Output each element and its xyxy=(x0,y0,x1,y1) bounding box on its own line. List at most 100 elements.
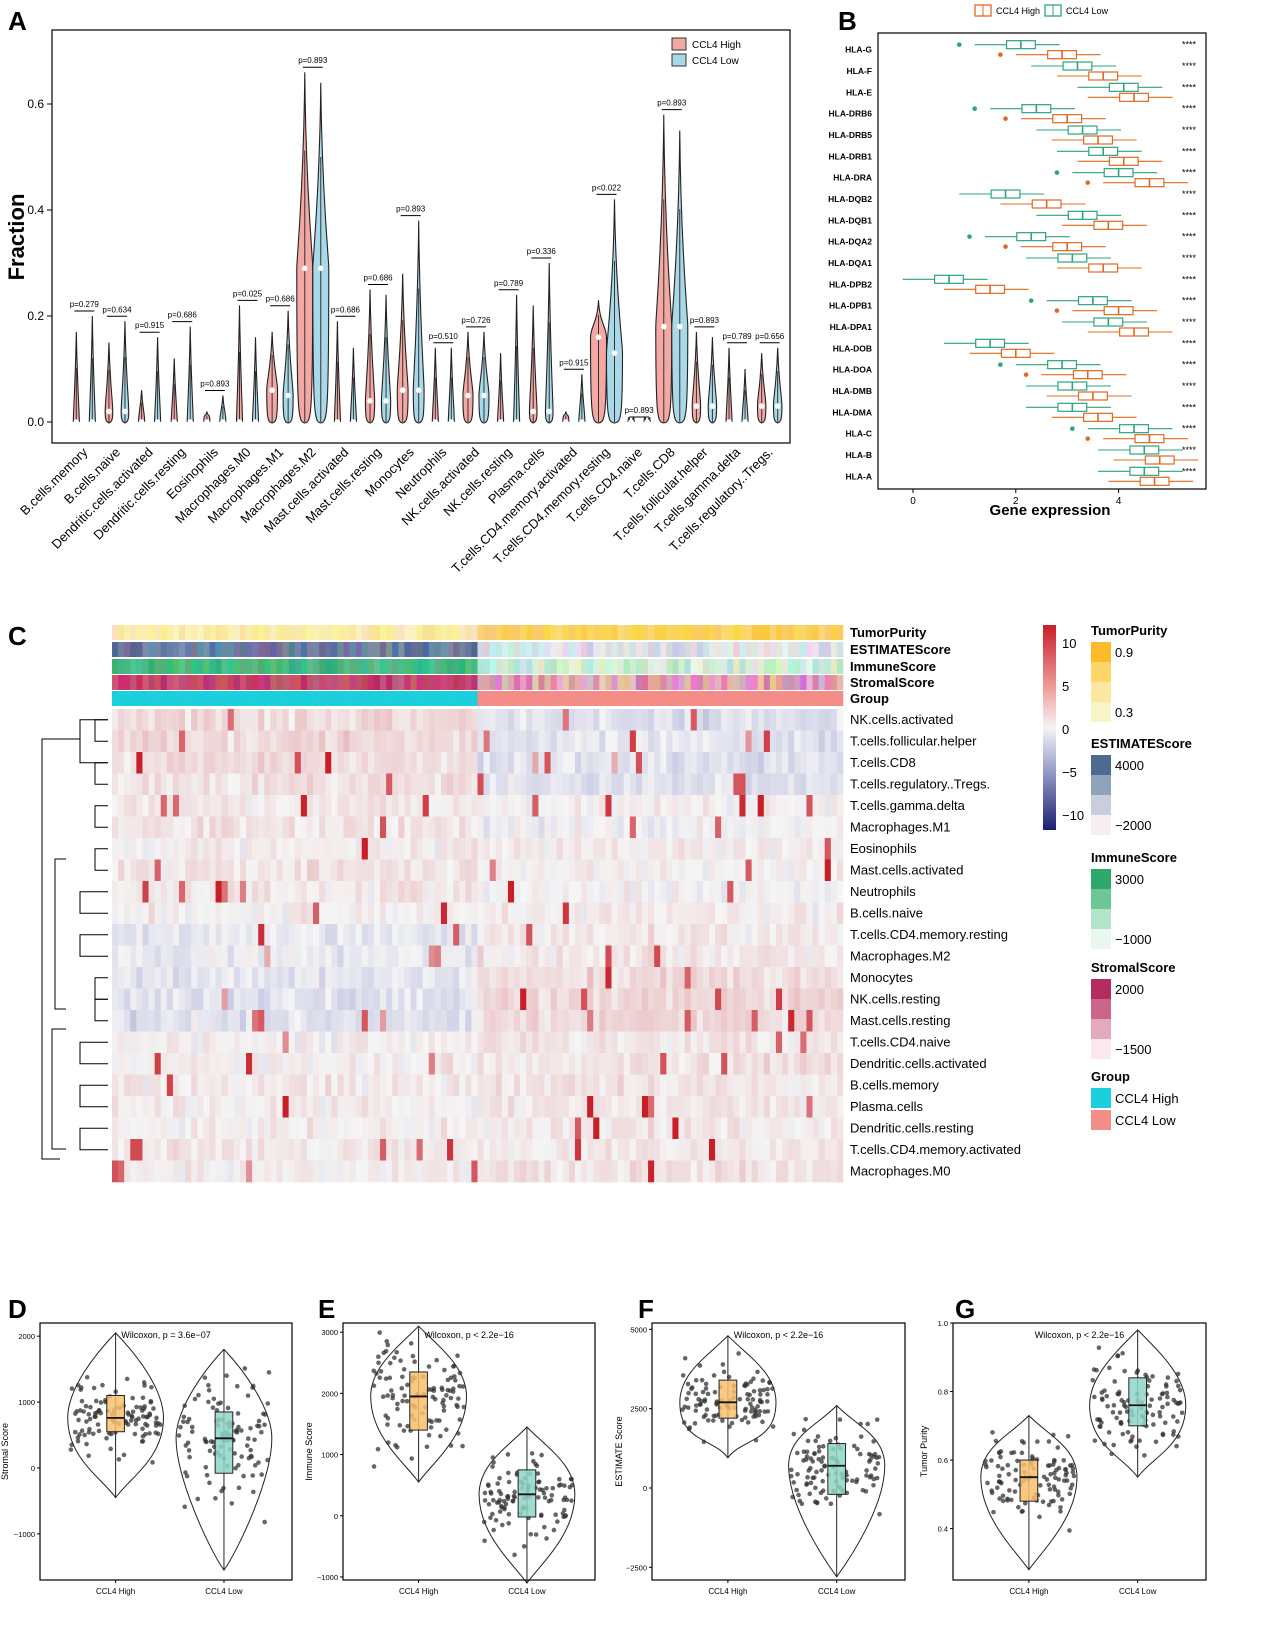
data-point xyxy=(757,1388,763,1393)
heatmap-cell xyxy=(806,924,813,946)
annotation-cell xyxy=(453,625,460,640)
heatmap-cell xyxy=(593,945,600,968)
box-low xyxy=(517,1469,537,1518)
heatmap-cell xyxy=(495,816,503,839)
heatmap-cell xyxy=(587,881,594,903)
data-point xyxy=(814,1469,819,1475)
data-point xyxy=(1068,1485,1074,1491)
heatmap-cell xyxy=(623,1010,631,1032)
y-tick-label: HLA-DQB2 xyxy=(828,194,872,204)
heatmap-cell xyxy=(136,1096,143,1118)
annotation-cell xyxy=(794,691,801,706)
annotation-cell xyxy=(751,691,759,706)
p-value-label: p=0.893 xyxy=(690,316,720,325)
annotation-cell xyxy=(465,642,472,657)
heatmap-cell xyxy=(386,902,393,925)
outlier-point xyxy=(1054,170,1060,175)
heatmap-cell xyxy=(203,945,210,968)
heatmap-cell xyxy=(654,988,661,1011)
legend-swatch xyxy=(1091,662,1111,682)
data-point xyxy=(748,1409,754,1414)
heatmap-cell xyxy=(288,859,296,882)
heatmap-cell xyxy=(337,1139,344,1161)
heatmap-cell xyxy=(459,902,466,925)
heatmap-cell xyxy=(337,881,344,903)
annotation-cell xyxy=(246,642,253,657)
heatmap-row-label: NK.cells.activated xyxy=(850,712,953,727)
annotation-cell xyxy=(264,691,271,706)
scale-tick-label: −10 xyxy=(1062,808,1084,823)
heatmap-cell xyxy=(447,1139,454,1161)
annotation-cell xyxy=(751,659,759,674)
annotation-cell xyxy=(221,659,229,674)
heatmap-cell xyxy=(227,967,235,989)
heatmap-cell xyxy=(678,924,685,946)
data-point xyxy=(816,1444,822,1450)
data-point xyxy=(1005,1462,1011,1468)
heatmap-cell xyxy=(727,1010,734,1032)
annotation-cell xyxy=(130,691,137,706)
heatmap-cell xyxy=(282,773,289,796)
data-point xyxy=(872,1451,878,1457)
annotation-cell xyxy=(398,675,405,690)
heatmap-cell xyxy=(654,1053,661,1075)
heatmap-cell xyxy=(154,881,162,903)
heatmap-cell xyxy=(532,1160,539,1183)
data-point xyxy=(539,1452,544,1458)
heatmap-cell xyxy=(136,967,143,989)
heatmap-cell xyxy=(635,967,643,989)
data-point xyxy=(378,1369,384,1374)
heatmap-cell xyxy=(416,1010,423,1032)
heatmap-cell xyxy=(343,1096,350,1118)
heatmap-cell xyxy=(635,1139,643,1161)
data-point xyxy=(1164,1390,1170,1396)
heatmap-cell xyxy=(300,773,308,796)
p-value-label: p=0.279 xyxy=(70,300,100,309)
heatmap-cell xyxy=(453,816,460,839)
violin-median xyxy=(579,419,585,425)
heatmap-cell xyxy=(556,709,564,731)
data-point xyxy=(765,1392,770,1397)
heatmap-cell xyxy=(538,1096,545,1118)
heatmap-cell xyxy=(221,709,229,731)
heatmap-cell xyxy=(666,1160,673,1183)
annotation-cell xyxy=(440,675,448,690)
heatmap-cell xyxy=(118,1074,125,1097)
annotation-cell xyxy=(185,691,192,706)
heatmap-row-label: B.cells.memory xyxy=(850,1078,939,1093)
heatmap-cell xyxy=(763,838,771,860)
heatmap-cell xyxy=(148,967,155,989)
heatmap-cell xyxy=(313,795,320,817)
heatmap-cell xyxy=(775,902,783,925)
annotation-cell xyxy=(501,659,509,674)
heatmap-cell xyxy=(568,967,576,989)
heatmap-cell xyxy=(593,1074,600,1097)
heatmap-cell xyxy=(782,902,789,925)
annotation-cell xyxy=(599,642,606,657)
data-point xyxy=(805,1475,810,1480)
heatmap-cell xyxy=(416,859,423,882)
annotation-cell xyxy=(246,625,253,640)
heatmap-cell xyxy=(782,967,789,989)
heatmap-cell xyxy=(447,924,454,946)
heatmap-cell xyxy=(306,795,314,817)
heatmap-cell xyxy=(782,773,789,796)
annotation-cell xyxy=(611,642,618,657)
heatmap-cell xyxy=(623,924,631,946)
heatmap-cell xyxy=(641,1160,649,1183)
heatmap-cell xyxy=(550,730,557,753)
heatmap-cell xyxy=(459,795,466,817)
heatmap-cell xyxy=(306,902,314,925)
heatmap-cell xyxy=(380,730,387,753)
heatmap-cell xyxy=(148,1031,155,1054)
heatmap-cell xyxy=(727,924,734,946)
heatmap-cell xyxy=(769,752,777,774)
annotation-cell xyxy=(775,691,783,706)
heatmap-cell xyxy=(386,881,393,903)
heatmap-cell xyxy=(276,795,283,817)
data-point xyxy=(761,1387,766,1393)
heatmap-cell xyxy=(501,1010,509,1032)
data-point xyxy=(90,1431,96,1437)
heatmap-cell xyxy=(544,752,551,774)
p-value-label: p=0.789 xyxy=(494,279,524,288)
